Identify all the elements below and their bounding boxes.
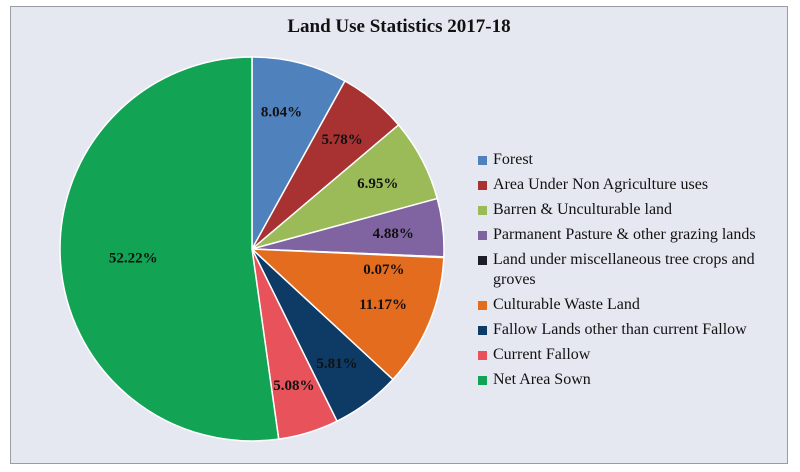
legend-swatch xyxy=(478,376,487,385)
slice-label-7: 5.81% xyxy=(316,356,357,372)
chart-title: Land Use Statistics 2017-18 xyxy=(287,16,511,37)
slice-label-9: 52.22% xyxy=(109,250,158,266)
slice-label-6: 11.17% xyxy=(359,297,407,313)
pie-slice-6 xyxy=(249,248,445,381)
legend-swatch xyxy=(478,256,487,265)
legend-swatch xyxy=(478,181,487,190)
legend-label: Area Under Non Agriculture uses xyxy=(493,176,709,193)
legend-item: Area Under Non Agriculture uses xyxy=(478,175,778,195)
legend-label: Parmanent Pasture & other grazing lands xyxy=(493,226,756,243)
slice-label-3: 6.95% xyxy=(357,176,398,192)
slice-label-2: 5.78% xyxy=(321,132,362,148)
pie-slice-1 xyxy=(251,56,346,250)
pie-slices xyxy=(59,56,445,442)
legend-item: Barren & Unculturable land xyxy=(478,200,778,220)
slice-label-1: 8.04% xyxy=(261,104,302,120)
legend-swatch xyxy=(478,301,487,310)
legend-swatch xyxy=(478,351,487,360)
legend-label: Culturable Waste Land xyxy=(493,296,640,313)
slice-label-5: 0.07% xyxy=(363,262,404,278)
legend-label: Fallow Lands other than current Fallow xyxy=(493,321,747,338)
legend-item: Land under miscellaneous tree crops and … xyxy=(478,250,778,290)
legend-item: Forest xyxy=(478,150,778,170)
legend-label: Land under miscellaneous tree crops and … xyxy=(493,251,755,288)
pie-slice-9 xyxy=(59,56,280,442)
legend-item: Culturable Waste Land xyxy=(478,295,778,315)
pie-labels: 8.04% 5.78% 6.95% 4.88% 0.07% 11.17% 5.81%5.08… xyxy=(109,104,414,393)
legend-swatch xyxy=(478,326,487,335)
slice-label-8: 5.08% xyxy=(273,378,314,394)
slice-label-4: 4.88% xyxy=(373,226,414,242)
legend-swatch xyxy=(478,206,487,215)
legend-item: Current Fallow xyxy=(478,345,778,365)
legend-swatch xyxy=(478,231,487,240)
legend-item: Net Area Sown xyxy=(478,370,778,390)
legend-item: Parmanent Pasture & other grazing lands xyxy=(478,225,778,245)
legend-swatch xyxy=(478,156,487,165)
legend-label: Forest xyxy=(493,151,533,168)
legend-label: Net Area Sown xyxy=(493,371,591,388)
legend-item: Fallow Lands other than current Fallow xyxy=(478,320,778,340)
chart-legend: Forest Area Under Non Agriculture uses Bar… xyxy=(478,150,778,395)
legend-label: Barren & Unculturable land xyxy=(493,201,673,218)
legend-label: Current Fallow xyxy=(493,346,591,363)
